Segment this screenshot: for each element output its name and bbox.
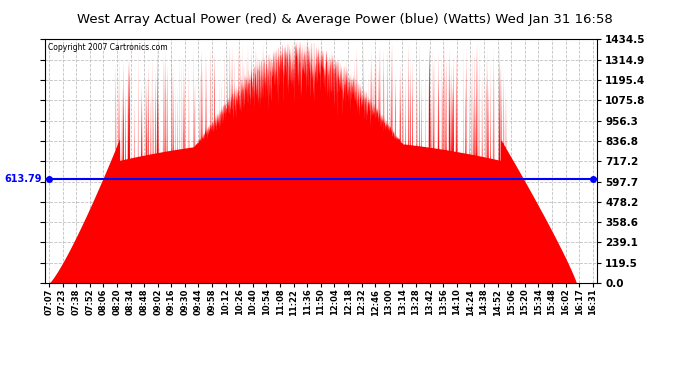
Text: West Array Actual Power (red) & Average Power (blue) (Watts) Wed Jan 31 16:58: West Array Actual Power (red) & Average … — [77, 13, 613, 26]
Text: 613.79: 613.79 — [5, 174, 42, 184]
Text: Copyright 2007 Cartronics.com: Copyright 2007 Cartronics.com — [48, 43, 167, 52]
